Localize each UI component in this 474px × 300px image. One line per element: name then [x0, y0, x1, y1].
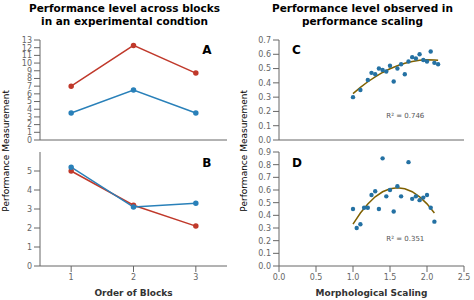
- svg-text:5: 5: [27, 167, 32, 176]
- html-text:Performance level across block: Performance level across blocks in an ex…: [29, 2, 220, 27]
- svg-text:6: 6: [27, 90, 32, 99]
- svg-text:1: 1: [69, 273, 74, 282]
- svg-text:0.8: 0.8: [258, 161, 271, 170]
- svg-text:9: 9: [27, 67, 32, 76]
- svg-text:0.2: 0.2: [258, 237, 271, 246]
- html-text:R² = 0.351: R² = 0.351: [386, 235, 425, 244]
- html-text:R² = 0.746: R² = 0.746: [386, 112, 425, 120]
- svg-text:12: 12: [22, 44, 32, 53]
- svg-text:0.9: 0.9: [258, 148, 271, 157]
- svg-text:Morphological Scaling: Morphological Scaling: [316, 288, 428, 298]
- svg-text:0.1: 0.1: [258, 249, 271, 258]
- svg-text:7: 7: [27, 82, 32, 91]
- svg-text:2.5: 2.5: [458, 273, 466, 282]
- svg-text:3: 3: [193, 273, 198, 282]
- html-text:D: D: [291, 155, 302, 170]
- svg-text:10: 10: [22, 59, 32, 68]
- svg-text:0.5: 0.5: [310, 273, 323, 282]
- svg-text:0.3: 0.3: [258, 93, 271, 102]
- svg-text:5: 5: [27, 97, 32, 106]
- svg-text:2: 2: [131, 273, 136, 282]
- svg-text:0.5: 0.5: [258, 199, 271, 208]
- svg-text:1: 1: [27, 243, 32, 252]
- svg-text:0.7: 0.7: [258, 36, 271, 45]
- html-text:B: B: [202, 155, 212, 170]
- svg-text:11: 11: [22, 51, 32, 60]
- svg-text:0.3: 0.3: [258, 224, 271, 233]
- svg-text:Order of Blocks: Order of Blocks: [94, 288, 172, 298]
- svg-text:13: 13: [22, 36, 32, 45]
- svg-text:0.4: 0.4: [258, 79, 271, 88]
- svg-text:0.5: 0.5: [258, 64, 271, 73]
- svg-text:4: 4: [27, 186, 32, 195]
- svg-text:1: 1: [27, 128, 32, 137]
- svg-text:8: 8: [27, 74, 32, 83]
- svg-text:3: 3: [27, 205, 32, 214]
- svg-text:0.2: 0.2: [258, 107, 271, 116]
- html-text:Performance Measurement: Performance Measurement: [1, 90, 11, 212]
- svg-text:0.0: 0.0: [258, 262, 271, 271]
- svg-text:2.0: 2.0: [421, 273, 434, 282]
- svg-text:0.6: 0.6: [258, 50, 271, 59]
- svg-text:0: 0: [27, 262, 32, 271]
- svg-text:0.0: 0.0: [273, 273, 286, 282]
- svg-text:1.5: 1.5: [384, 273, 397, 282]
- html-text:C: C: [291, 43, 301, 57]
- svg-text:2: 2: [27, 120, 32, 129]
- svg-text:0.7: 0.7: [258, 173, 271, 182]
- svg-text:3: 3: [27, 113, 32, 122]
- svg-text:2: 2: [27, 224, 32, 233]
- html-text:A: A: [202, 43, 212, 57]
- svg-text:0.0: 0.0: [258, 136, 271, 144]
- svg-text:0.1: 0.1: [258, 122, 271, 131]
- html-text:Performance Measurement: Performance Measurement: [239, 90, 249, 212]
- svg-text:1.0: 1.0: [347, 273, 360, 282]
- svg-text:0.6: 0.6: [258, 186, 271, 195]
- svg-text:0.4: 0.4: [258, 211, 271, 220]
- html-text:Performance level observed in: Performance level observed in performanc…: [272, 2, 453, 27]
- svg-text:4: 4: [27, 105, 32, 114]
